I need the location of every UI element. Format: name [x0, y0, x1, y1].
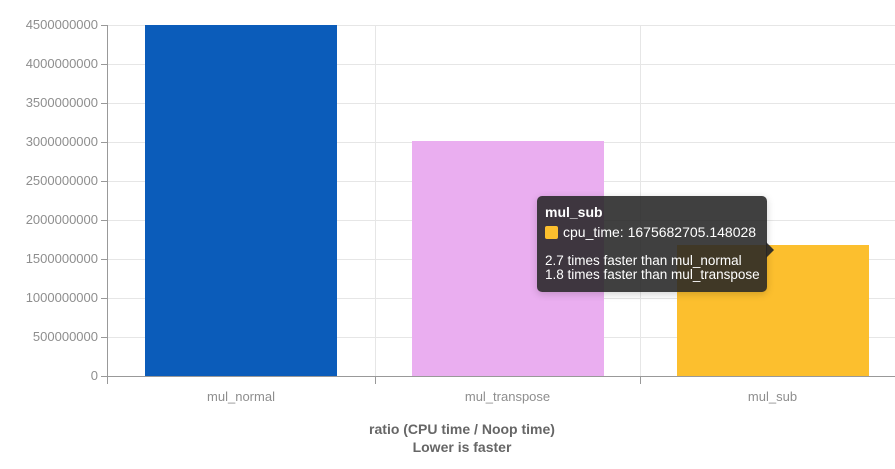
tooltip-note-2: 1.8 times faster than mul_transpose: [545, 267, 760, 282]
x-axis-title: ratio (CPU time / Noop time) Lower is fa…: [369, 420, 555, 456]
tooltip-note-1: 2.7 times faster than mul_normal: [545, 253, 742, 268]
x-axis-tick: [375, 376, 376, 384]
y-axis-tick-label: 3000000000: [25, 134, 98, 149]
y-axis-tick: [101, 64, 107, 65]
y-axis-tick: [101, 337, 107, 338]
gridline-horizontal: [107, 103, 895, 104]
y-axis-tick-label: 3500000000: [25, 95, 98, 110]
y-axis-tick-label: 2500000000: [25, 173, 98, 188]
x-axis-label-mul_transpose: mul_transpose: [464, 389, 551, 404]
y-axis-tick-label: 1500000000: [25, 251, 98, 266]
x-axis-title-line2: Lower is faster: [412, 439, 512, 455]
y-axis-tick-label: 4000000000: [25, 56, 98, 71]
y-axis-line: [107, 25, 108, 384]
tooltip-arrow-icon: [766, 242, 774, 258]
y-axis-tick-label: 500000000: [32, 329, 98, 344]
tooltip: mul_sub cpu_time: 1675682705.148028 2.7 …: [537, 196, 774, 292]
tooltip-title: mul_sub: [545, 204, 603, 220]
y-axis-tick: [101, 376, 107, 377]
y-axis-tick: [101, 298, 107, 299]
bar-mul_normal[interactable]: [145, 25, 337, 376]
y-axis-tick-label: 4500000000: [25, 17, 98, 32]
x-axis-title-line1: ratio (CPU time / Noop time): [369, 421, 555, 437]
x-axis-label-mul_sub: mul_sub: [747, 389, 798, 404]
x-axis-label-mul_normal: mul_normal: [207, 389, 275, 404]
y-axis-tick-label: 2000000000: [25, 212, 98, 227]
tooltip-value: cpu_time: 1675682705.148028: [563, 224, 757, 240]
y-axis-tick: [101, 25, 107, 26]
y-axis-tick-label: 0: [90, 368, 98, 383]
x-axis-tick: [640, 376, 641, 384]
gridline-vertical: [375, 25, 376, 376]
y-axis-tick: [101, 259, 107, 260]
y-axis-tick: [101, 142, 107, 143]
gridline-horizontal: [107, 25, 895, 26]
series-swatch-icon: [545, 225, 558, 239]
y-axis-tick: [101, 181, 107, 182]
y-axis-tick: [101, 220, 107, 221]
y-axis-tick: [101, 103, 107, 104]
x-axis-line: [107, 376, 895, 377]
tooltip-value-row: cpu_time: 1675682705.148028: [545, 224, 759, 240]
y-axis-tick-label: 1000000000: [25, 290, 98, 305]
gridline-horizontal: [107, 64, 895, 65]
